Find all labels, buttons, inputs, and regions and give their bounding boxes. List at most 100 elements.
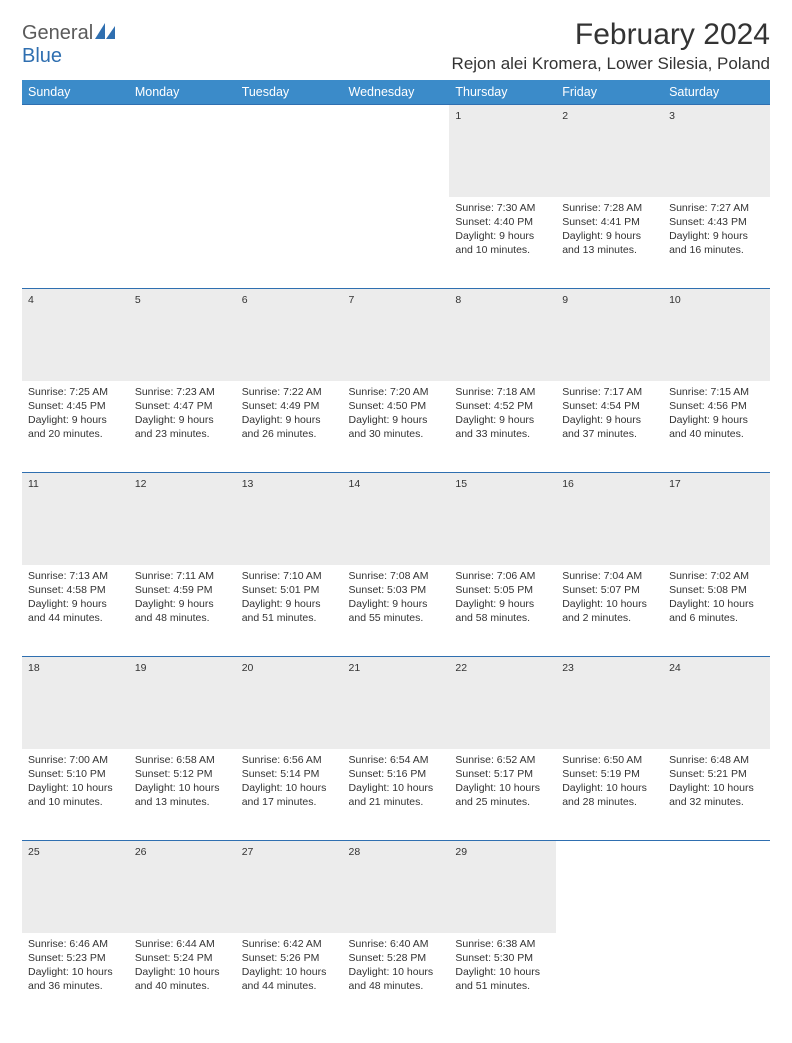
daylight-line: and 13 minutes. — [135, 795, 230, 809]
daylight-line: Daylight: 10 hours — [669, 781, 764, 795]
sunset-line: Sunset: 5:17 PM — [455, 767, 550, 781]
day-cell: Sunrise: 6:38 AMSunset: 5:30 PMDaylight:… — [449, 933, 556, 1025]
daylight-line: and 25 minutes. — [455, 795, 550, 809]
day-number-row: 11121314151617 — [22, 473, 770, 565]
daylight-line: Daylight: 9 hours — [242, 413, 337, 427]
daylight-line: and 6 minutes. — [669, 611, 764, 625]
day-cell: Sunrise: 7:02 AMSunset: 5:08 PMDaylight:… — [663, 565, 770, 657]
weekday-header: Tuesday — [236, 80, 343, 105]
sunset-line: Sunset: 5:01 PM — [242, 583, 337, 597]
weekday-header: Sunday — [22, 80, 129, 105]
day-cell: Sunrise: 7:22 AMSunset: 4:49 PMDaylight:… — [236, 381, 343, 473]
day-cell: Sunrise: 6:54 AMSunset: 5:16 PMDaylight:… — [343, 749, 450, 841]
day-number: 5 — [129, 289, 236, 381]
day-cell: Sunrise: 6:44 AMSunset: 5:24 PMDaylight:… — [129, 933, 236, 1025]
daylight-line: and 16 minutes. — [669, 243, 764, 257]
day-cell — [556, 933, 663, 1025]
daylight-line: and 55 minutes. — [349, 611, 444, 625]
day-number: 23 — [556, 657, 663, 749]
day-number: 24 — [663, 657, 770, 749]
day-cell: Sunrise: 7:11 AMSunset: 4:59 PMDaylight:… — [129, 565, 236, 657]
day-cell: Sunrise: 7:13 AMSunset: 4:58 PMDaylight:… — [22, 565, 129, 657]
daylight-line: and 20 minutes. — [28, 427, 123, 441]
daylight-line: Daylight: 10 hours — [135, 781, 230, 795]
sunset-line: Sunset: 5:16 PM — [349, 767, 444, 781]
sunrise-line: Sunrise: 7:18 AM — [455, 385, 550, 399]
sunset-line: Sunset: 4:50 PM — [349, 399, 444, 413]
sunrise-line: Sunrise: 6:40 AM — [349, 937, 444, 951]
daylight-line: and 51 minutes. — [455, 979, 550, 993]
sunset-line: Sunset: 5:10 PM — [28, 767, 123, 781]
sunset-line: Sunset: 5:28 PM — [349, 951, 444, 965]
day-number: 3 — [663, 105, 770, 197]
daylight-line: Daylight: 9 hours — [669, 229, 764, 243]
sunrise-line: Sunrise: 6:44 AM — [135, 937, 230, 951]
daylight-line: Daylight: 10 hours — [455, 965, 550, 979]
day-number — [556, 841, 663, 933]
daylight-line: Daylight: 10 hours — [562, 781, 657, 795]
day-number: 9 — [556, 289, 663, 381]
daylight-line: Daylight: 10 hours — [455, 781, 550, 795]
brand-word-2: Blue — [22, 45, 62, 67]
daylight-line: and 32 minutes. — [669, 795, 764, 809]
sunset-line: Sunset: 4:43 PM — [669, 215, 764, 229]
sunrise-line: Sunrise: 7:00 AM — [28, 753, 123, 767]
weekday-header: Saturday — [663, 80, 770, 105]
day-cell: Sunrise: 7:08 AMSunset: 5:03 PMDaylight:… — [343, 565, 450, 657]
day-cell: Sunrise: 6:40 AMSunset: 5:28 PMDaylight:… — [343, 933, 450, 1025]
day-cell: Sunrise: 7:04 AMSunset: 5:07 PMDaylight:… — [556, 565, 663, 657]
day-number — [129, 105, 236, 197]
day-number: 25 — [22, 841, 129, 933]
sunrise-line: Sunrise: 7:17 AM — [562, 385, 657, 399]
sunrise-line: Sunrise: 7:22 AM — [242, 385, 337, 399]
month-title: February 2024 — [452, 18, 770, 52]
day-cell: Sunrise: 7:25 AMSunset: 4:45 PMDaylight:… — [22, 381, 129, 473]
weekday-header: Thursday — [449, 80, 556, 105]
day-number: 10 — [663, 289, 770, 381]
sunrise-line: Sunrise: 6:56 AM — [242, 753, 337, 767]
brand-text: General Blue — [22, 22, 115, 68]
sunrise-line: Sunrise: 6:42 AM — [242, 937, 337, 951]
sunrise-line: Sunrise: 7:10 AM — [242, 569, 337, 583]
daylight-line: and 13 minutes. — [562, 243, 657, 257]
sunset-line: Sunset: 5:26 PM — [242, 951, 337, 965]
daylight-line: and 36 minutes. — [28, 979, 123, 993]
location-label: Rejon alei Kromera, Lower Silesia, Polan… — [452, 54, 770, 74]
weekday-header: Friday — [556, 80, 663, 105]
day-cell: Sunrise: 7:18 AMSunset: 4:52 PMDaylight:… — [449, 381, 556, 473]
daylight-line: Daylight: 10 hours — [135, 965, 230, 979]
sunset-line: Sunset: 4:40 PM — [455, 215, 550, 229]
daylight-line: Daylight: 10 hours — [28, 781, 123, 795]
day-cell: Sunrise: 7:28 AMSunset: 4:41 PMDaylight:… — [556, 197, 663, 289]
sunset-line: Sunset: 5:24 PM — [135, 951, 230, 965]
daylight-line: Daylight: 9 hours — [349, 597, 444, 611]
day-number: 2 — [556, 105, 663, 197]
daylight-line: and 26 minutes. — [242, 427, 337, 441]
daylight-line: and 40 minutes. — [135, 979, 230, 993]
day-number: 15 — [449, 473, 556, 565]
weekday-header: Monday — [129, 80, 236, 105]
sunrise-line: Sunrise: 6:50 AM — [562, 753, 657, 767]
day-number: 16 — [556, 473, 663, 565]
sunset-line: Sunset: 5:23 PM — [28, 951, 123, 965]
day-cell — [22, 197, 129, 289]
day-number-row: 123 — [22, 105, 770, 197]
daylight-line: and 30 minutes. — [349, 427, 444, 441]
calendar-page: General Blue February 2024 Rejon alei Kr… — [0, 0, 792, 1043]
sunrise-line: Sunrise: 7:27 AM — [669, 201, 764, 215]
day-cell: Sunrise: 6:46 AMSunset: 5:23 PMDaylight:… — [22, 933, 129, 1025]
daylight-line: Daylight: 9 hours — [242, 597, 337, 611]
daylight-line: and 37 minutes. — [562, 427, 657, 441]
day-content-row: Sunrise: 7:25 AMSunset: 4:45 PMDaylight:… — [22, 381, 770, 473]
sunrise-line: Sunrise: 7:25 AM — [28, 385, 123, 399]
day-cell: Sunrise: 6:52 AMSunset: 5:17 PMDaylight:… — [449, 749, 556, 841]
daylight-line: and 10 minutes. — [455, 243, 550, 257]
day-number: 27 — [236, 841, 343, 933]
daylight-line: Daylight: 9 hours — [28, 597, 123, 611]
sunset-line: Sunset: 4:54 PM — [562, 399, 657, 413]
day-cell: Sunrise: 7:15 AMSunset: 4:56 PMDaylight:… — [663, 381, 770, 473]
day-number: 14 — [343, 473, 450, 565]
sunset-line: Sunset: 5:30 PM — [455, 951, 550, 965]
daylight-line: Daylight: 9 hours — [349, 413, 444, 427]
sunset-line: Sunset: 4:52 PM — [455, 399, 550, 413]
